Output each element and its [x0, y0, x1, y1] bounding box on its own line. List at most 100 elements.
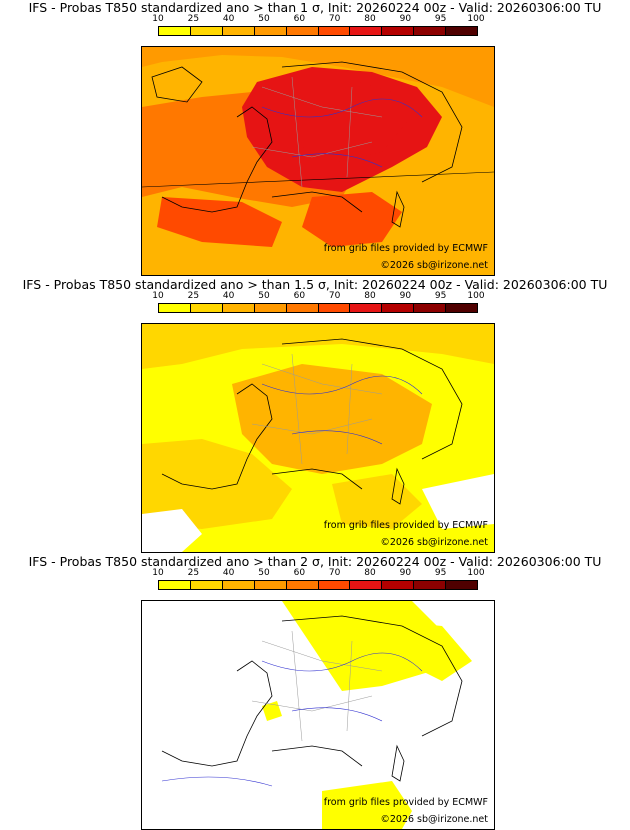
coastline-corsica [391, 190, 405, 228]
colorbar-tick-label: 50 [258, 14, 270, 24]
colorbar-tick-label: 90 [399, 14, 412, 24]
coastline-gulf-of-lion [271, 468, 363, 490]
colorbar-swatch [414, 581, 447, 589]
colorbar-tick-label: 95 [434, 14, 447, 24]
credit-site: ©2026 sb@irizone.net [380, 814, 488, 825]
rivers [261, 98, 423, 168]
colorbar-swatch [286, 27, 319, 35]
credit-source: from grib files provided by ECMWF [323, 797, 488, 808]
colorbar-tick-label: 50 [258, 568, 270, 578]
border-france-east [281, 615, 463, 737]
colorbar-swatch [254, 581, 287, 589]
coastline-france-west [161, 660, 273, 767]
probability-patch-med [322, 781, 412, 829]
border-pyrenees-alps [142, 171, 494, 188]
colorbar-swatch [222, 304, 255, 312]
credit-source: from grib files provided by ECMWF [323, 520, 488, 531]
colorbar-swatch [318, 304, 351, 312]
colorbar-tick-label: 80 [364, 568, 376, 578]
border-france-east [281, 61, 463, 183]
colorbar-tick-label: 80 [364, 291, 376, 301]
probability-field-core [287, 77, 407, 162]
border-france-east [281, 338, 463, 460]
coastline-france-west [161, 383, 273, 490]
map-panel-1: IFS - Probas T850 standardized ano > tha… [0, 0, 630, 276]
colorbar-swatch [350, 304, 383, 312]
colorbar-swatch [159, 27, 191, 35]
panel-title: IFS - Probas T850 standardized ano > tha… [28, 0, 602, 15]
credit-source: from grib files provided by ECMWF [323, 243, 488, 254]
colorbar-swatch [446, 304, 478, 312]
colorbar-tick-label: 60 [293, 14, 306, 24]
colorbar-swatch [350, 581, 383, 589]
panel-title: IFS - Probas T850 standardized ano > tha… [28, 554, 602, 569]
credit-site: ©2026 sb@irizone.net [380, 537, 488, 548]
colorbar-swatch [414, 27, 447, 35]
coastline-britain [151, 66, 203, 103]
colorbar-swatch [222, 581, 255, 589]
rivers [161, 652, 423, 787]
probability-field-east [442, 132, 494, 207]
probability-field-med [332, 474, 422, 529]
colorbar-swatch [254, 304, 287, 312]
no-signal-area-east [422, 474, 494, 529]
colorbar-tick-label: 10 [152, 568, 164, 578]
colorbar-tick-label: 70 [328, 14, 341, 24]
colorbar-tick-label: 40 [222, 568, 235, 578]
map-svg [142, 601, 494, 829]
colorbar [158, 26, 478, 36]
colorbar-swatch [286, 304, 319, 312]
colorbar-tick-label: 10 [152, 14, 164, 24]
coastline-france-west [161, 106, 273, 213]
colorbar-swatch [190, 581, 223, 589]
colorbar-labels: 10 25 40 50 60 70 80 90 95 100 [152, 291, 484, 302]
probability-patch-germany [392, 621, 472, 681]
probability-field-med [302, 192, 402, 247]
colorbar-swatch [446, 27, 478, 35]
map-svg [142, 324, 494, 552]
colorbar-swatch [286, 581, 319, 589]
colorbar-swatch [190, 304, 223, 312]
map-svg [142, 47, 494, 275]
colorbar-tick-label: 100 [467, 291, 485, 301]
colorbar-tick-label: 95 [434, 568, 447, 578]
colorbar-swatch [190, 27, 223, 35]
colorbar-swatch [159, 581, 191, 589]
colorbar-swatch [222, 27, 255, 35]
colorbar-swatch [318, 581, 351, 589]
coastline-corsica [391, 467, 405, 505]
colorbar-labels: 10 25 40 50 60 70 80 90 95 100 [152, 568, 484, 579]
colorbar-labels: 10 25 40 50 60 70 80 90 95 100 [152, 14, 484, 25]
colorbar-tick-label: 100 [467, 568, 485, 578]
colorbar-tick-label: 90 [399, 291, 412, 301]
probability-map: from grib files provided by ECMWF ©2026 … [141, 323, 495, 553]
colorbar-swatch [414, 304, 447, 312]
colorbar-tick-label: 70 [328, 291, 341, 301]
colorbar-swatch [382, 581, 415, 589]
colorbar-tick-label: 100 [467, 14, 485, 24]
probability-map: from grib files provided by ECMWF ©2026 … [141, 600, 495, 830]
colorbar-swatch [254, 27, 287, 35]
probability-field-north [142, 324, 494, 369]
colorbar-swatch [446, 581, 478, 589]
colorbar-tick-label: 25 [187, 568, 200, 578]
map-panel-3: IFS - Probas T850 standardized ano > tha… [0, 554, 630, 830]
probability-field-iberia [142, 439, 292, 529]
no-signal-area [142, 509, 202, 552]
colorbar-tick-label: 80 [364, 14, 376, 24]
rivers [261, 375, 423, 445]
probability-field-north [142, 47, 494, 107]
colorbar-swatch [382, 304, 415, 312]
regional-borders [251, 353, 383, 465]
regional-borders [251, 76, 383, 188]
colorbar-swatch [350, 27, 383, 35]
colorbar-tick-label: 40 [222, 14, 235, 24]
panel-title: IFS - Probas T850 standardized ano > tha… [22, 277, 608, 292]
probability-patch-small [262, 701, 282, 721]
probability-field-iberia [157, 197, 282, 247]
probability-map: from grib files provided by ECMWF ©2026 … [141, 46, 495, 276]
colorbar-tick-label: 90 [399, 568, 412, 578]
colorbar-swatch [382, 27, 415, 35]
map-panel-2: IFS - Probas T850 standardized ano > tha… [0, 277, 630, 553]
colorbar-tick-label: 50 [258, 291, 270, 301]
